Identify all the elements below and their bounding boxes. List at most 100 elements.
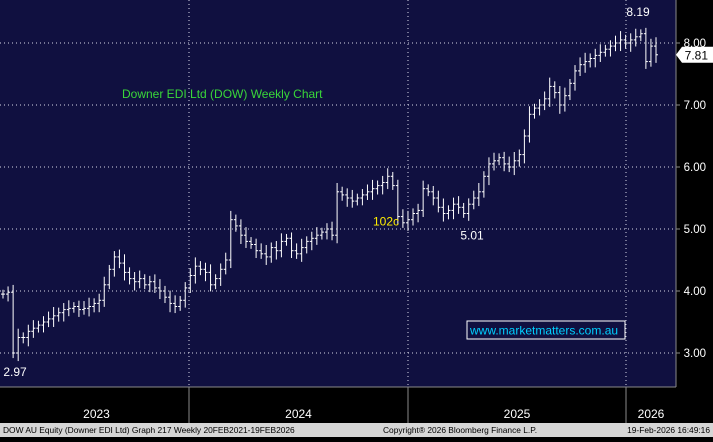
footer-bar <box>0 423 713 437</box>
ohlc-bar <box>502 151 507 172</box>
ohlc-bar <box>507 156 512 173</box>
ohlc-bar <box>117 249 122 269</box>
ohlc-bar <box>152 274 157 293</box>
ohlc-bar <box>71 302 76 313</box>
ohlc-bar <box>654 37 658 63</box>
ohlc-bar <box>573 65 578 91</box>
ohlc-bar <box>97 293 102 313</box>
chart-title: Downer EDI Ltd (DOW) Weekly Chart <box>122 87 323 101</box>
ohlc-bar <box>218 263 223 286</box>
y-tick-label: 4.00 <box>684 286 706 298</box>
x-tick-label: 2024 <box>285 407 312 421</box>
ohlc-bar <box>16 328 21 362</box>
ohlc-bar <box>274 241 279 260</box>
url-label: www.marketmatters.com.au <box>469 324 618 338</box>
y-tick-label: 6.00 <box>684 162 706 174</box>
ohlc-bar <box>330 221 335 241</box>
ohlc-bar <box>557 86 562 114</box>
y-tick-label: 7.00 <box>684 100 706 112</box>
ohlc-bar <box>6 286 11 302</box>
ohlc-bar <box>360 189 365 206</box>
ohlc-bar <box>81 301 86 315</box>
ohlc-bar <box>608 40 613 57</box>
ohlc-bar <box>426 184 431 197</box>
ohlc-bar <box>456 196 461 214</box>
ohlc-bar <box>497 153 502 166</box>
ohlc-bar <box>122 254 127 281</box>
ohlc-bar <box>1 289 5 299</box>
ohlc-bar <box>46 311 51 328</box>
ohlc-bar <box>512 151 517 176</box>
ohlc-bar <box>289 232 294 259</box>
ohlc-bar <box>542 91 547 111</box>
ohlc-bar <box>213 274 218 290</box>
ohlc-bar <box>547 77 552 107</box>
y-tick-label: 5.00 <box>684 224 706 236</box>
ohlc-bar <box>259 243 264 259</box>
ohlc-bar <box>92 298 97 313</box>
ohlc-bar <box>157 279 162 300</box>
ohlc-bar <box>552 81 557 99</box>
ohlc-bar <box>132 272 137 291</box>
url-box <box>466 320 626 340</box>
ohlc-bar <box>522 129 527 164</box>
ohlc-bar <box>486 157 491 186</box>
ohlc-bar <box>294 243 299 259</box>
ohlc-bar <box>628 33 633 52</box>
axis-layer <box>0 0 677 388</box>
ohlc-bar <box>112 251 117 277</box>
ohlc-bar <box>623 34 628 49</box>
ohlc-bar <box>390 171 395 190</box>
ohlc-bar <box>314 227 319 245</box>
ohlc-bar <box>223 252 228 275</box>
x-tick-label: 2025 <box>504 407 531 421</box>
x-tick-label: 2023 <box>83 407 110 421</box>
ohlc-bar <box>375 180 380 195</box>
ohlc-bar <box>492 152 497 171</box>
ohlc-bar <box>431 185 436 206</box>
ohlc-bar <box>249 237 254 249</box>
ohlc-bar <box>11 284 16 359</box>
last-price-label: 7.81 <box>685 48 709 62</box>
ohlc-bar <box>527 106 532 143</box>
ohlc-bar <box>481 171 486 198</box>
ohlc-bar <box>421 180 426 217</box>
ohlc-bar <box>598 44 603 62</box>
ohlc-bar <box>385 168 390 190</box>
ohlc-bar <box>436 190 441 213</box>
price-annotation: 102c <box>373 214 399 228</box>
ohlc-bar <box>416 203 421 223</box>
ohlc-bar <box>66 300 71 317</box>
ohlc-bar <box>188 268 193 293</box>
grid-layer <box>0 0 676 387</box>
ohlc-bar <box>648 38 653 67</box>
ohlc-bar <box>238 219 243 245</box>
ohlc-bar <box>446 205 451 220</box>
ohlc-bar <box>26 324 31 347</box>
ohlc-bar <box>638 29 643 42</box>
ohlc-bar <box>405 210 410 231</box>
ohlc-bar <box>269 242 274 263</box>
ohlc-bar <box>567 78 572 101</box>
ohlc-bar <box>203 262 208 282</box>
ohlc-bar <box>335 182 340 244</box>
ohlc-bar <box>243 227 248 248</box>
ohlc-bar <box>365 184 370 200</box>
ohlc-bar <box>613 35 618 52</box>
ohlc-bar <box>603 44 608 57</box>
ohlc-bar <box>588 53 593 68</box>
ohlc-bar <box>466 198 471 221</box>
ohlc-bar <box>340 186 345 201</box>
ohlc-bar <box>254 238 259 259</box>
ohlc-bar <box>395 179 400 224</box>
ohlc-bar <box>355 193 360 206</box>
ohlc-bar <box>284 233 289 246</box>
ohlc-bar <box>593 48 598 68</box>
ohlc-bar <box>264 244 269 265</box>
ohlc-bar <box>162 285 167 304</box>
ohlc-bar <box>451 197 456 220</box>
last-price-marker <box>676 46 713 63</box>
ohlc-bar <box>127 267 132 285</box>
ohlc-bar <box>107 264 112 290</box>
